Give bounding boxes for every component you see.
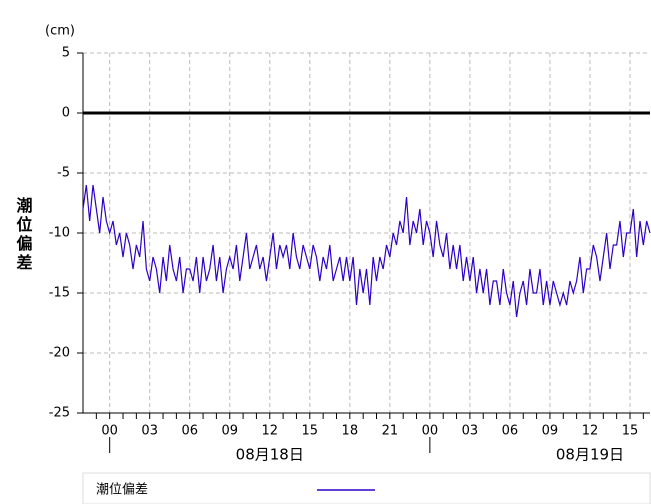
y-unit: (cm) (45, 24, 75, 39)
y-axis-label: 潮位偏差 (14, 196, 33, 273)
x-tick-label: 09 (221, 424, 238, 439)
day-label: 08月18日 (236, 446, 304, 464)
x-tick-label: 03 (141, 424, 158, 439)
legend-label: 潮位偏差 (96, 483, 148, 498)
x-tick-label: 15 (302, 424, 319, 439)
x-tick-label: 03 (462, 424, 479, 439)
x-tick-label: 00 (101, 424, 118, 439)
y-tick-label: -25 (49, 406, 70, 421)
y-tick-label: -20 (49, 346, 70, 361)
legend-box (82, 472, 651, 504)
y-tick-label: 5 (62, 46, 70, 61)
x-tick-label: 09 (542, 424, 559, 439)
x-tick-label: 06 (181, 424, 198, 439)
day-label: 08月19日 (556, 446, 624, 464)
x-tick-label: 18 (342, 424, 359, 439)
x-tick-label: 12 (582, 424, 599, 439)
y-tick-label: -10 (49, 226, 70, 241)
x-tick-label: 21 (382, 424, 399, 439)
x-tick-label: 06 (502, 424, 519, 439)
y-tick-label: -5 (57, 166, 70, 181)
data-line (82, 184, 651, 318)
y-tick-label: -15 (49, 286, 70, 301)
x-tick-label: 12 (262, 424, 279, 439)
y-tick-label: 0 (62, 106, 70, 121)
x-tick-label: 00 (422, 424, 439, 439)
x-tick-label: 15 (622, 424, 639, 439)
